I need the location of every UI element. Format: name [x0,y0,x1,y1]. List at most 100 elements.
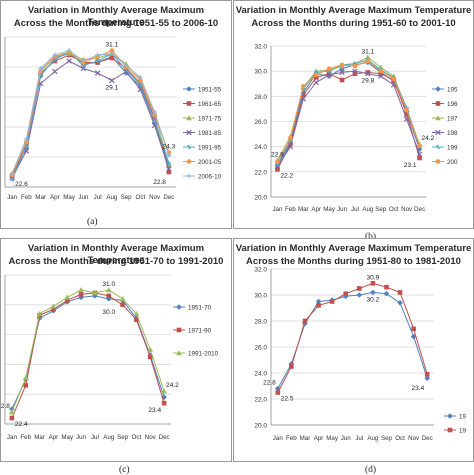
series-line [11,54,170,177]
data-label: 22.4 [15,421,28,428]
data-point [9,171,15,176]
legend-marker [186,101,192,106]
data-point [300,83,306,89]
data-point [9,409,15,415]
x-tick-label: Feb [285,206,296,213]
x-tick-label: Sep [381,435,393,442]
chart-title-line1: Variation in Monthly Average Maximum Tem… [235,5,472,16]
x-tick-label: Apr [314,435,324,442]
data-label: 23.1 [404,162,417,169]
x-tick-label: Feb [20,434,31,441]
x-tick-label: Nov [408,435,420,442]
data-point [109,55,115,61]
x-tick-label: Jan [7,434,18,441]
data-point [105,287,112,293]
legend-marker [186,129,192,136]
data-point [339,62,345,68]
x-tick-label: Dec [414,206,425,213]
data-point [300,96,307,102]
data-point [313,72,319,78]
x-tick-label: Jul [94,194,102,201]
data-label: 22.2 [280,172,293,179]
data-label: 23.4 [148,407,161,414]
y-tick-label: 32.0 [254,44,267,51]
x-tick-label: Dec [163,194,174,201]
data-point [138,75,143,80]
data-point [416,146,423,152]
x-tick-label: Oct [395,435,405,442]
data-label: 24.2 [166,382,179,389]
x-tick-label: Feb [21,194,32,201]
data-label: 24.2 [422,135,435,142]
data-point [313,75,319,80]
panel-caption: (c) [119,465,130,475]
legend-label: 1951-55 [198,86,222,93]
series-line [11,295,165,410]
data-point [404,111,409,117]
data-point [339,77,345,83]
line-chart-d: 20.0 22.0 24.0 26.0 28.0 30.0 32.0 Jan Feb Mar Apr… [254,267,467,443]
data-point [417,143,422,148]
chart-title-line1: Variation in Monthly Average Maximum Tem… [235,243,472,254]
legend-label: 1971-75 [198,115,222,122]
legend-label: 2006-10 [198,173,222,180]
data-label: 30.9 [367,274,380,281]
data-point [9,406,15,412]
series-line [277,70,421,168]
x-tick-label: Mar [298,206,309,213]
chart-title-line2: Across the Months during 1951-80 to 1981… [246,256,461,267]
data-point [352,71,358,76]
data-point [365,58,371,64]
x-tick-label: Jun [78,194,89,201]
data-point [109,51,115,56]
data-label: 22.6 [15,181,28,188]
x-tick-label: Jul [355,435,363,442]
data-point [403,116,410,122]
data-point [38,66,43,71]
x-tick-label: Apr [49,434,59,441]
data-point [147,346,154,352]
data-point [109,48,115,53]
legend-label: 199 [447,144,458,151]
data-point [52,68,58,75]
data-point [134,317,139,322]
series-line [11,292,165,419]
data-point [316,303,321,308]
data-point [352,68,358,74]
data-point [78,287,84,293]
y-tick-label: 20.0 [254,423,267,430]
y-tick-label: 28.0 [254,319,267,326]
chart-panel-d: Variation in Monthly Average Maximum Tem… [233,238,474,475]
data-point [50,303,57,309]
data-point [370,281,376,286]
x-tick-label: May [323,206,336,213]
y-tick-label: 32.0 [254,267,267,274]
x-tick-label: Sep [121,194,133,201]
chart-panel-b: Variation in Monthly Average Maximum Tem… [233,0,474,242]
data-point [391,76,397,82]
data-point [152,109,157,115]
legend-marker [435,101,441,106]
data-point [9,177,15,182]
x-tick-label: Dec [159,434,170,441]
data-point [378,71,384,76]
chart-title-line2: Across the Months during 1951-70 to 1991… [8,256,224,267]
legend-label: 19 [459,427,467,434]
data-point [152,118,157,124]
data-point [36,310,43,317]
x-tick-label: Jun [341,435,352,442]
x-tick-label: Jul [91,434,99,441]
data-point [302,318,308,324]
legend-marker [435,86,441,92]
legend-label: 197 [447,115,458,122]
data-point [329,299,335,304]
data-label: 29.8 [362,78,375,85]
series-line [277,60,421,163]
data-point [417,155,422,161]
data-point [51,306,56,312]
data-point [161,388,167,394]
data-label: 31.0 [102,281,115,288]
data-point [288,141,293,147]
data-point [384,284,389,290]
series-line [11,49,170,174]
